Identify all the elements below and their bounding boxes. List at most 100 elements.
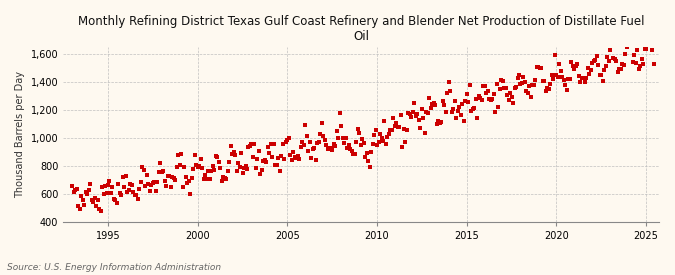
Point	[74, 207, 85, 212]
Point	[521, 89, 532, 93]
Point	[524, 84, 535, 88]
Point	[630, 61, 641, 65]
Point	[545, 81, 556, 86]
Point	[328, 142, 339, 147]
Point	[315, 132, 325, 136]
Point	[88, 199, 99, 204]
Point	[234, 164, 245, 169]
Point	[227, 152, 238, 156]
Point	[196, 166, 207, 170]
Point	[366, 150, 377, 154]
Point	[259, 158, 270, 163]
Point	[562, 87, 572, 92]
Point	[164, 174, 175, 178]
Point	[488, 91, 499, 96]
Point	[591, 54, 602, 59]
Point	[331, 129, 342, 133]
Point	[473, 94, 484, 98]
Point	[645, 37, 656, 41]
Point	[215, 166, 225, 170]
Point	[255, 172, 266, 177]
Point	[246, 142, 257, 147]
Point	[634, 64, 645, 68]
Point	[648, 62, 659, 66]
Point	[448, 107, 458, 111]
Point	[578, 76, 589, 81]
Point	[518, 74, 529, 79]
Point	[537, 79, 548, 83]
Point	[548, 77, 559, 82]
Point	[627, 60, 638, 64]
Point	[153, 170, 164, 174]
Point	[280, 140, 291, 145]
Point	[467, 106, 478, 111]
Point	[396, 113, 406, 117]
Point	[140, 184, 151, 188]
Point	[271, 163, 282, 167]
Point	[221, 177, 232, 182]
Point	[508, 101, 518, 105]
Point	[367, 142, 378, 147]
Point	[457, 102, 468, 106]
Point	[105, 191, 116, 196]
Point	[506, 95, 517, 100]
Point	[338, 136, 348, 140]
Point	[466, 109, 477, 113]
Point	[412, 112, 423, 116]
Point	[522, 91, 533, 95]
Point	[356, 137, 367, 141]
Point	[358, 141, 369, 145]
Point	[263, 145, 273, 149]
Point	[527, 83, 538, 87]
Point	[391, 121, 402, 125]
Point	[310, 158, 321, 162]
Point	[101, 191, 112, 195]
Point	[361, 151, 372, 156]
Point	[572, 62, 583, 67]
Point	[569, 67, 580, 71]
Point	[109, 196, 119, 201]
Point	[606, 41, 617, 46]
Point	[461, 92, 472, 96]
Point	[621, 44, 632, 49]
Point	[132, 197, 143, 201]
Point	[131, 193, 142, 197]
Point	[552, 75, 563, 79]
Point	[313, 140, 324, 144]
Point	[222, 169, 233, 173]
Point	[345, 147, 356, 151]
Point	[539, 79, 550, 83]
Point	[111, 201, 122, 205]
Point	[136, 179, 146, 184]
Point	[626, 35, 637, 40]
Point	[173, 153, 184, 158]
Point	[325, 146, 336, 151]
Point	[379, 118, 390, 123]
Point	[475, 96, 485, 101]
Point	[415, 126, 426, 130]
Point	[119, 185, 130, 189]
Point	[343, 143, 354, 147]
Point	[277, 141, 288, 146]
Point	[468, 106, 479, 110]
Point	[402, 128, 412, 132]
Point	[381, 141, 392, 146]
Point	[460, 99, 470, 103]
Point	[451, 116, 462, 121]
Point	[304, 140, 315, 145]
Point	[236, 151, 246, 155]
Point	[322, 147, 333, 151]
Point	[178, 185, 188, 189]
Point	[117, 175, 128, 179]
Point	[594, 73, 605, 78]
Point	[494, 87, 505, 92]
Point	[137, 165, 148, 169]
Point	[628, 53, 639, 57]
Point	[318, 134, 329, 138]
Point	[589, 58, 599, 63]
Point	[144, 189, 155, 193]
Point	[520, 80, 531, 84]
Point	[529, 83, 539, 87]
Point	[256, 167, 267, 172]
Point	[435, 120, 446, 125]
